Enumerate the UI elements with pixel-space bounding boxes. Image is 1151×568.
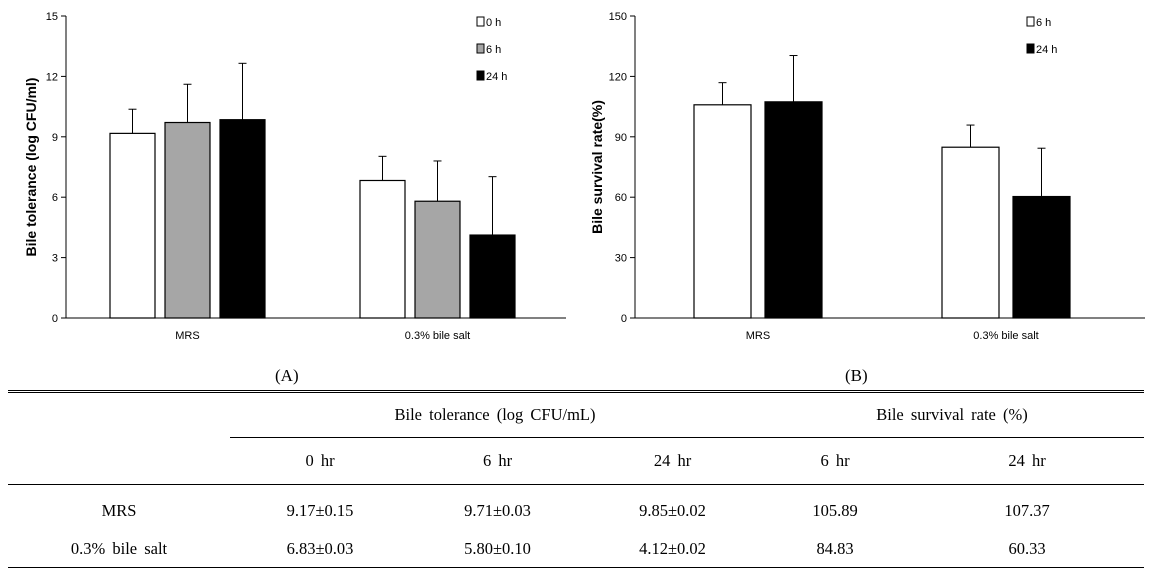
row-label: 0.3% bile salt: [8, 531, 230, 568]
table-row: MRS 9.17±0.15 9.71±0.03 9.85±0.02 105.89…: [8, 484, 1144, 531]
table-cell: 9.17±0.15: [230, 484, 410, 531]
y-tick-label: 3: [52, 253, 58, 265]
table-cell: 105.89: [760, 484, 910, 531]
col-header-24hr: 24 hr: [585, 437, 760, 485]
legend-label: 0 h: [486, 17, 501, 29]
x-tick-label: MRS: [175, 330, 199, 342]
x-tick-label: 0.3% bile salt: [405, 330, 470, 342]
legend-label: 6 h: [1036, 17, 1051, 29]
bar: [414, 200, 461, 319]
y-tick-label: 0: [621, 313, 627, 325]
legend-swatch: [1026, 43, 1035, 54]
bar: [359, 179, 406, 319]
legend-swatch: [1026, 16, 1035, 27]
y-tick-label: 9: [52, 132, 58, 144]
table-cell: 60.33: [910, 531, 1144, 568]
bar: [164, 121, 211, 319]
y-tick-label: 150: [609, 11, 627, 23]
y-axis-label: Bile survival rate(%): [589, 100, 605, 234]
bar: [693, 104, 752, 319]
table-cell: 9.71±0.03: [410, 484, 585, 531]
col-header-survival-6hr: 6 hr: [760, 437, 910, 485]
table-cell: 107.37: [910, 484, 1144, 531]
legend-label: 6 h: [486, 44, 501, 56]
table-cell: 9.85±0.02: [585, 484, 760, 531]
bar: [109, 132, 156, 319]
legend-swatch: [476, 16, 485, 27]
legend-swatch: [476, 70, 485, 81]
bar: [219, 119, 266, 319]
y-tick-label: 120: [609, 71, 627, 83]
caption-a: (A): [275, 366, 299, 385]
y-tick-label: 12: [46, 71, 58, 83]
bar: [469, 234, 516, 319]
x-tick-label: 0.3% bile salt: [973, 330, 1038, 342]
table-row: 0.3% bile salt 6.83±0.03 5.80±0.10 4.12±…: [8, 531, 1144, 568]
y-tick-label: 0: [52, 313, 58, 325]
bar: [941, 146, 1000, 319]
legend-label: 24 h: [1036, 44, 1057, 56]
col-header-survival-24hr: 24 hr: [910, 437, 1144, 485]
group-header-survival-rate: Bile survival rate (%): [760, 390, 1144, 438]
chart-b: 0 30 60 90 120 150 Bile survival rate(%) MRS 0.3…: [589, 11, 1145, 342]
caption-b: (B): [845, 366, 868, 385]
y-tick-label: 6: [52, 192, 58, 204]
table-cell: 5.80±0.10: [410, 531, 585, 568]
col-header-0hr: 0 hr: [230, 437, 410, 485]
results-table: Bile tolerance (log CFU/mL) Bile surviva…: [8, 390, 1144, 568]
table-cell: 6.83±0.03: [230, 531, 410, 568]
chart-a: 0 3 6 9 12 15 Bile tolerance (log CFU/ml) MRS 0.…: [23, 11, 566, 342]
y-tick-label: 30: [615, 253, 627, 265]
y-tick-label: 60: [615, 192, 627, 204]
table-corner: [8, 438, 230, 485]
y-tick-label: 15: [46, 11, 58, 23]
group-header-bile-tolerance: Bile tolerance (log CFU/mL): [230, 390, 760, 438]
col-header-6hr: 6 hr: [410, 437, 585, 485]
row-label: MRS: [8, 484, 230, 531]
table-cell: 4.12±0.02: [585, 531, 760, 568]
y-tick-label: 90: [615, 132, 627, 144]
legend-label: 24 h: [486, 71, 507, 83]
table-corner: [8, 390, 230, 438]
bar: [1012, 195, 1071, 319]
table-cell: 84.83: [760, 531, 910, 568]
legend-swatch: [476, 43, 485, 54]
y-axis-label: Bile tolerance (log CFU/ml): [23, 78, 39, 257]
x-tick-label: MRS: [746, 330, 770, 342]
bar: [764, 101, 823, 319]
